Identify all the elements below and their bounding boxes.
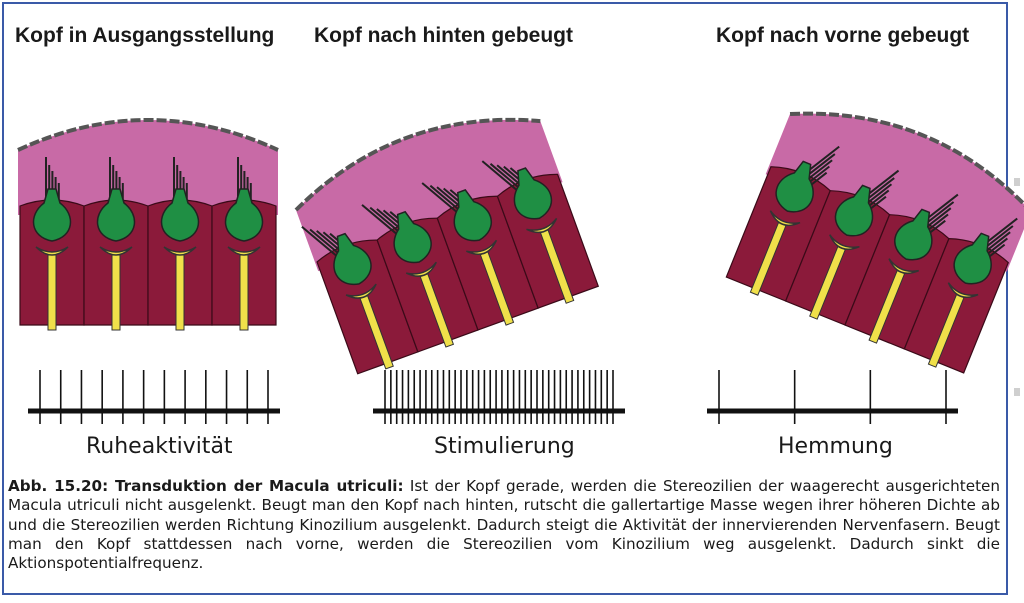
- hair-cell-slot: [868, 193, 959, 344]
- hair-cell-slot: [809, 169, 900, 320]
- synapse-cup: [405, 261, 437, 277]
- nerve-fiber: [175, 254, 185, 331]
- hair-cell-unit: [160, 157, 200, 331]
- spike-trains: [28, 370, 958, 424]
- panel-forward-illustration: [725, 111, 1024, 374]
- hair-cell-body: [775, 160, 814, 213]
- hair-cell-slot: [32, 157, 72, 331]
- hair-cell-unit: [224, 157, 264, 331]
- hair-cell-body: [453, 188, 493, 242]
- hair-cell-slot: [927, 217, 1018, 368]
- activity-label-inhibition: Hemmung: [778, 434, 893, 459]
- hair-cell-slot: [301, 226, 394, 370]
- nerve-fiber: [111, 254, 121, 331]
- hair-cell-body: [333, 232, 372, 286]
- synapse-cup: [163, 246, 197, 256]
- hair-cell-body: [393, 210, 432, 264]
- synapse-cup: [888, 258, 920, 274]
- synapse-cup: [947, 282, 979, 298]
- panel-back-illustration: [294, 117, 600, 375]
- synapse-cup: [35, 246, 69, 256]
- hair-cell-unit: [96, 157, 136, 331]
- otoconia-layer: [789, 111, 1024, 213]
- hair-cell-body: [160, 188, 200, 242]
- synapse-cup: [769, 210, 801, 227]
- hair-cell-slot: [224, 157, 264, 331]
- hair-cell-slot: [361, 204, 455, 348]
- page-edge-mark: [1014, 388, 1020, 396]
- hair-cell-body: [894, 208, 933, 261]
- hair-cell-slot: [421, 182, 515, 326]
- hair-cell-body: [224, 188, 264, 242]
- hair-cell-unit: [481, 160, 575, 304]
- hair-cell-unit: [749, 145, 840, 296]
- hair-cell-body: [834, 184, 874, 237]
- panel-title-back: Kopf nach hinten gebeugt: [314, 24, 573, 47]
- synapse-cup: [526, 217, 558, 234]
- hair-cell-slot: [160, 157, 200, 331]
- hair-cell-unit: [301, 226, 394, 370]
- hair-cell-unit: [32, 157, 72, 331]
- synapse-cup: [829, 234, 860, 251]
- figure-caption: Abb. 15.20: Transduktion der Macula utri…: [8, 477, 1000, 573]
- caption-label: Abb. 15.20: Transduktion der Macula utri…: [8, 477, 404, 495]
- otoconia-layer: [294, 117, 541, 212]
- hair-cell-slot: [481, 160, 575, 304]
- activity-label-stimulation: Stimulierung: [434, 434, 575, 459]
- hair-cell-unit: [361, 204, 455, 348]
- synapse-cup: [227, 246, 261, 256]
- hair-cell-unit: [809, 169, 900, 320]
- nerve-fiber: [47, 254, 57, 331]
- hair-cell-body: [953, 232, 992, 285]
- synapse-cup: [466, 239, 498, 255]
- otolith-membrane: [294, 117, 563, 272]
- macula-tissue: [294, 117, 600, 375]
- hair-cell-slot: [749, 145, 840, 296]
- macula-tissue: [725, 111, 1024, 374]
- activity-label-rest: Ruheaktivität: [86, 434, 233, 459]
- hair-cell-unit: [421, 182, 515, 326]
- synapse-cup: [345, 283, 377, 299]
- panel-upright-illustration: [17, 118, 279, 331]
- hair-cell-unit: [868, 193, 959, 344]
- nerve-fiber: [239, 254, 249, 331]
- panel-title-upright: Kopf in Ausgangsstellung: [15, 24, 275, 47]
- page-edge-mark: [1014, 178, 1020, 186]
- otoconia-layer: [17, 118, 279, 152]
- hair-cell-body: [513, 167, 553, 220]
- hair-cell-body: [96, 188, 136, 242]
- hair-cell-unit: [927, 217, 1018, 368]
- otolith-membrane: [17, 118, 279, 215]
- hair-cell-body: [32, 188, 72, 242]
- hair-cell-slot: [96, 157, 136, 331]
- caption-text: Ist der Kopf gerade, werden die Stereozi…: [8, 477, 1000, 573]
- macula-tissue: [17, 118, 279, 331]
- synapse-cup: [99, 246, 133, 256]
- gel-layer: [295, 119, 563, 272]
- gel-layer: [18, 120, 278, 215]
- panel-title-forward: Kopf nach vorne gebeugt: [716, 24, 970, 47]
